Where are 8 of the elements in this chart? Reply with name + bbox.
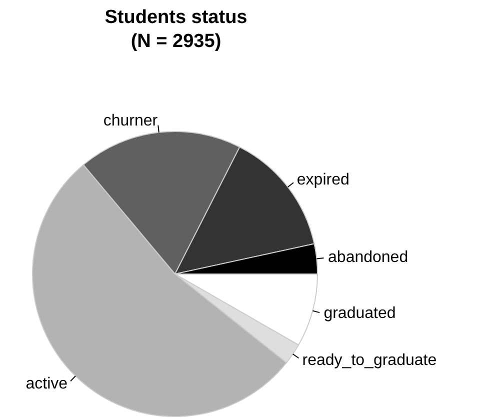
chart-subtitle: (N = 2935): [130, 30, 222, 54]
slice-label: active: [26, 376, 68, 393]
slice-label: ready_to_graduate: [302, 352, 437, 369]
slice-label: graduated: [324, 305, 396, 322]
slice-label: churner: [103, 112, 158, 130]
slice-label: abandoned: [328, 249, 408, 266]
slice-label: expired: [296, 171, 350, 188]
chart-title: Students status: [104, 6, 248, 30]
